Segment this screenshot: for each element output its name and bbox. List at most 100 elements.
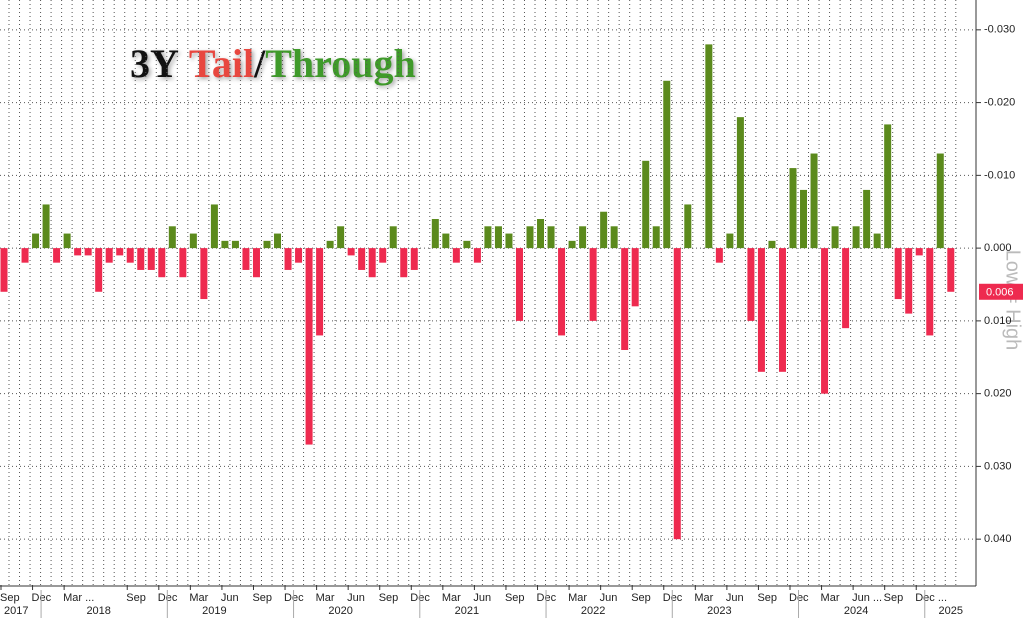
- bar: [95, 248, 103, 292]
- bar: [579, 226, 587, 249]
- title-part: Tail: [189, 41, 254, 86]
- bar: [947, 248, 955, 292]
- x-tick-label: Sep: [379, 592, 399, 604]
- x-year-label: 2021: [455, 605, 479, 617]
- x-tick-label: Dec ...: [915, 592, 947, 604]
- annotation: Low = High: [1002, 250, 1024, 351]
- y-tick-label: 0.030: [984, 460, 1012, 472]
- bar: [442, 233, 450, 249]
- bar: [589, 248, 597, 321]
- bar: [295, 248, 303, 263]
- bar: [305, 248, 313, 445]
- bar: [547, 226, 555, 249]
- bar: [873, 233, 881, 249]
- title-part: Through: [265, 41, 415, 86]
- x-tick-label: Dec: [410, 592, 430, 604]
- bar: [863, 189, 871, 249]
- bar: [74, 248, 82, 256]
- bar: [631, 248, 639, 307]
- bar: [368, 248, 376, 278]
- x-tick-label: Sep: [757, 592, 777, 604]
- bar: [0, 248, 8, 292]
- bar: [810, 153, 818, 249]
- title-part: /: [253, 41, 266, 86]
- bar: [200, 248, 208, 300]
- bar: [558, 248, 566, 336]
- bar: [526, 226, 534, 249]
- x-tick-label: Sep: [505, 592, 525, 604]
- bar: [32, 233, 40, 249]
- bar: [842, 248, 850, 329]
- bar: [147, 248, 155, 270]
- x-tick-label: Jun: [726, 592, 744, 604]
- bar: [884, 124, 892, 249]
- x-year-label: 2025: [939, 605, 963, 617]
- bar: [410, 248, 418, 270]
- y-tick-label: -0.020: [984, 96, 1015, 108]
- bar: [210, 204, 218, 249]
- bar: [116, 248, 124, 256]
- bar: [21, 248, 29, 263]
- bar: [484, 226, 492, 249]
- x-year-label: 2017: [4, 605, 28, 617]
- x-tick-label: Sep: [0, 592, 20, 604]
- x-tick-label: Mar: [821, 592, 840, 604]
- bar: [663, 80, 671, 249]
- x-year-label: 2019: [202, 605, 226, 617]
- bar: [242, 248, 250, 270]
- x-tick-label: Jun: [473, 592, 491, 604]
- title-part: 3Y: [130, 41, 179, 86]
- bar: [400, 248, 408, 278]
- x-year-label: 2022: [581, 605, 605, 617]
- y-tick-label: 0.040: [984, 533, 1012, 545]
- x-tick-label: Mar: [442, 592, 461, 604]
- bar: [63, 233, 71, 249]
- bar: [168, 226, 176, 249]
- bar: [726, 233, 734, 249]
- bar: [179, 248, 187, 278]
- x-tick-label: Dec: [158, 592, 178, 604]
- x-tick-label: Mar: [316, 592, 335, 604]
- last-value-label: 0.006: [986, 287, 1014, 299]
- x-tick-label: Sep: [126, 592, 146, 604]
- bar: [473, 248, 481, 263]
- bar: [231, 240, 239, 249]
- bar: [431, 219, 439, 249]
- bar: [684, 204, 692, 249]
- last-value-box: [979, 283, 1023, 300]
- bar: [358, 248, 366, 270]
- bar: [800, 189, 808, 249]
- x-tick-label: Jun ...: [852, 592, 882, 604]
- bar: [673, 248, 681, 540]
- bar: [494, 226, 502, 249]
- bar: [926, 248, 934, 336]
- bar: [158, 248, 166, 278]
- bar: [252, 248, 260, 278]
- x-tick-label: Dec: [32, 592, 52, 604]
- x-tick-label: Mar: [189, 592, 208, 604]
- bar: [105, 248, 113, 263]
- bar: [389, 226, 397, 249]
- x-tick-label: Mar ...: [63, 592, 94, 604]
- y-tick-label: -0.030: [984, 24, 1015, 36]
- bar: [831, 226, 839, 249]
- x-tick-label: Jun: [600, 592, 618, 604]
- x-tick-label: Jun: [221, 592, 239, 604]
- bar: [736, 117, 744, 249]
- x-tick-label: Sep: [884, 592, 904, 604]
- y-tick-label: 0.020: [984, 388, 1012, 400]
- bar: [452, 248, 460, 263]
- bar: [53, 248, 61, 263]
- bar: [610, 226, 618, 249]
- bar: [621, 248, 629, 350]
- bar: [852, 226, 860, 249]
- x-tick-label: Sep: [631, 592, 651, 604]
- bar: [189, 233, 197, 249]
- bar: [936, 153, 944, 249]
- y-tick-label: -0.010: [984, 169, 1015, 181]
- bar: [463, 240, 471, 249]
- plot-area: [0, 0, 976, 586]
- bar: [600, 211, 608, 249]
- bar: [905, 248, 913, 314]
- x-tick-label: Dec: [663, 592, 683, 604]
